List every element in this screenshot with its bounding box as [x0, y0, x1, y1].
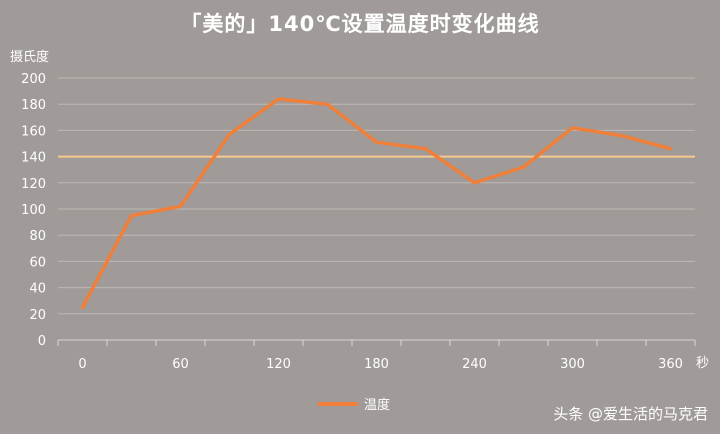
- x-axis-unit-label: 秒: [696, 356, 710, 371]
- x-tick-label: 60: [172, 357, 189, 372]
- y-tick-label: 180: [21, 98, 46, 113]
- y-tick-label: 20: [29, 308, 46, 323]
- y-tick-label: 60: [29, 255, 46, 270]
- legend-label: 温度: [364, 398, 391, 413]
- y-axis-label: 摄氏度: [10, 50, 50, 65]
- y-tick-label: 80: [29, 229, 46, 244]
- y-tick-label: 40: [29, 282, 46, 297]
- y-tick-label: 100: [21, 203, 46, 218]
- series-line-temperature: [80, 97, 673, 310]
- chart-title: 「美的」140℃设置温度时变化曲线: [180, 12, 540, 36]
- x-tick-label: 360: [658, 357, 683, 372]
- x-tick-label: 120: [266, 357, 291, 372]
- x-tick-label: 0: [78, 357, 86, 372]
- x-tick-label: 180: [364, 357, 389, 372]
- y-tick-label: 160: [21, 124, 46, 139]
- y-tick-label: 120: [21, 177, 46, 192]
- legend: 温度: [318, 394, 390, 413]
- y-tick-label: 200: [21, 72, 46, 87]
- legend-swatch: [318, 401, 358, 406]
- watermark: 头条 @爱生活的马克君: [553, 405, 708, 423]
- y-tick-label: 0: [38, 334, 46, 349]
- x-tick-label: 240: [462, 357, 487, 372]
- y-tick-label: 140: [21, 151, 46, 166]
- x-tick-label: 300: [560, 357, 585, 372]
